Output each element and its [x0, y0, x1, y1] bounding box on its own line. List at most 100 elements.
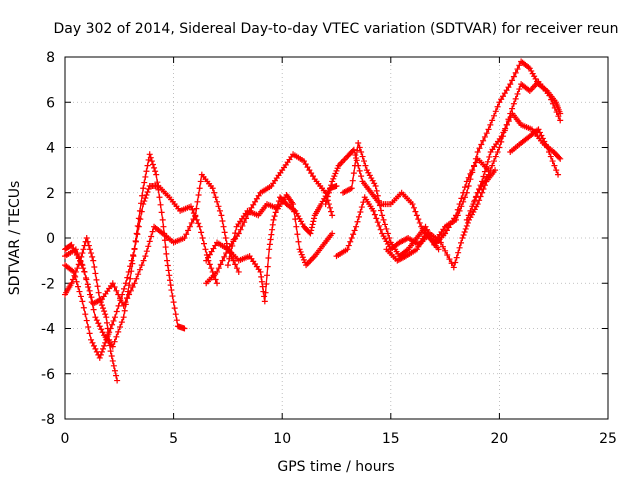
- data-point-marker: [120, 302, 127, 309]
- data-point-marker: [161, 237, 168, 244]
- data-point-marker: [159, 216, 166, 223]
- data-point-marker: [76, 288, 83, 295]
- data-point-marker: [111, 314, 118, 321]
- data-point-marker: [483, 130, 490, 137]
- data-point-marker: [291, 208, 298, 215]
- data-point-marker: [353, 155, 360, 162]
- data-point-marker: [373, 187, 380, 194]
- y-axis-label: SDTVAR / TECUs: [7, 181, 23, 296]
- data-point-marker: [186, 223, 193, 230]
- data-point-marker: [489, 162, 496, 169]
- x-tick-label: 5: [169, 431, 178, 447]
- data-point-marker: [88, 336, 95, 343]
- x-tick-label: 20: [490, 431, 508, 447]
- data-point-marker: [437, 239, 444, 246]
- data-point-marker: [268, 231, 275, 238]
- data-point-marker: [201, 240, 208, 247]
- data-point-marker: [252, 198, 259, 205]
- y-tick-label: -8: [41, 412, 55, 428]
- data-point-marker: [555, 113, 562, 120]
- data-point-marker: [140, 257, 147, 264]
- data-point-marker: [124, 274, 131, 281]
- data-point-marker: [72, 273, 79, 280]
- data-point-marker: [164, 257, 171, 264]
- data-point-marker: [101, 308, 108, 315]
- data-point-marker: [93, 317, 100, 324]
- series-track-2: [62, 151, 188, 350]
- data-point-marker: [83, 235, 90, 241]
- data-point-marker: [309, 173, 316, 180]
- data-point-marker: [218, 212, 225, 219]
- data-point-marker: [459, 235, 466, 241]
- data-point-marker: [79, 250, 86, 257]
- data-point-marker: [221, 229, 228, 236]
- data-point-marker: [352, 152, 359, 159]
- data-point-marker: [371, 211, 378, 218]
- data-point-marker: [135, 271, 142, 278]
- data-point-marker: [88, 250, 95, 257]
- data-point-marker: [496, 144, 503, 151]
- data-point-marker: [362, 162, 369, 169]
- data-point-marker: [510, 100, 517, 107]
- data-point-marker: [173, 317, 180, 324]
- x-tick-label: 10: [273, 431, 291, 447]
- data-point-marker: [501, 90, 508, 97]
- data-point-marker: [136, 266, 143, 273]
- data-point-marker: [129, 284, 136, 291]
- data-point-marker: [292, 216, 299, 223]
- data-point-marker: [86, 287, 93, 294]
- data-point-marker: [143, 192, 150, 199]
- data-point-marker: [333, 167, 340, 174]
- data-point-marker: [494, 103, 501, 110]
- data-point-marker: [480, 137, 487, 144]
- data-point-marker: [481, 168, 488, 175]
- data-point-marker: [348, 185, 355, 192]
- x-tick-label: 0: [61, 431, 70, 447]
- series-track-11: [383, 58, 564, 264]
- series-line: [64, 173, 240, 308]
- data-point-marker: [458, 203, 465, 210]
- data-point-marker: [376, 222, 383, 229]
- data-point-marker: [211, 189, 218, 196]
- data-point-marker: [181, 235, 188, 241]
- data-point-marker: [92, 345, 99, 352]
- data-point-marker: [483, 163, 490, 170]
- data-point-marker: [492, 153, 499, 160]
- data-point-marker: [374, 192, 381, 199]
- data-point-marker: [86, 246, 93, 253]
- data-point-marker: [168, 287, 175, 294]
- data-point-marker: [332, 170, 339, 177]
- data-point-marker: [214, 198, 221, 205]
- data-point-marker: [101, 342, 108, 349]
- data-point-marker: [357, 208, 364, 215]
- data-point-marker: [555, 171, 562, 178]
- data-point-marker: [516, 86, 523, 93]
- data-point-marker: [197, 178, 204, 185]
- data-point-marker: [463, 189, 470, 196]
- data-point-marker: [233, 265, 240, 272]
- data-point-marker: [203, 257, 210, 264]
- data-point-marker: [458, 195, 465, 202]
- data-point-marker: [542, 141, 549, 148]
- data-point-marker: [257, 268, 264, 275]
- data-point-marker: [253, 195, 260, 202]
- data-point-marker: [151, 164, 158, 171]
- data-point-marker: [156, 194, 163, 201]
- data-point-marker: [145, 243, 152, 250]
- data-point-marker: [294, 231, 301, 238]
- data-point-marker: [306, 167, 313, 174]
- data-point-marker: [83, 317, 90, 324]
- data-point-marker: [227, 249, 234, 256]
- data-point-marker: [510, 73, 517, 80]
- data-point-marker: [512, 95, 519, 102]
- data-point-marker: [172, 311, 179, 318]
- data-point-marker: [158, 209, 165, 216]
- data-point-marker: [549, 100, 556, 107]
- data-point-marker: [223, 250, 230, 257]
- data-point-marker: [195, 220, 202, 227]
- data-point-marker: [412, 208, 419, 215]
- data-point-marker: [547, 153, 554, 160]
- data-point-marker: [453, 254, 460, 261]
- data-point-marker: [345, 242, 352, 249]
- data-point-marker: [271, 213, 278, 220]
